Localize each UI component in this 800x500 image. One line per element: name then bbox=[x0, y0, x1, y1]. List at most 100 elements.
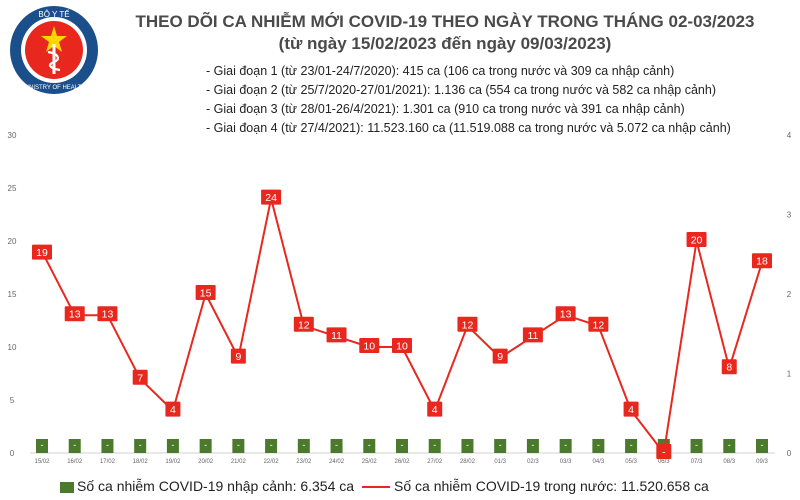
legend-line-label: Số ca nhiễm COVID-19 trong nước: 11.520.… bbox=[394, 478, 709, 494]
bar-data-label: - bbox=[531, 440, 534, 450]
data-label-box bbox=[261, 189, 282, 205]
data-label: 10 bbox=[396, 341, 408, 353]
x-tick-label: 08/3 bbox=[723, 459, 735, 465]
x-tick-label: 25/02 bbox=[362, 459, 378, 465]
data-label: 4 bbox=[432, 404, 438, 416]
y-right-tick-label: 3 bbox=[787, 211, 792, 220]
bar-imported bbox=[232, 439, 245, 453]
data-label-box bbox=[97, 306, 118, 322]
x-tick-label: 02/3 bbox=[527, 459, 539, 465]
bar-imported bbox=[494, 439, 507, 453]
bar-data-label: - bbox=[171, 440, 174, 450]
x-tick-label: 06/3 bbox=[658, 459, 670, 465]
x-tick-label: 05/3 bbox=[625, 459, 637, 465]
bar-imported bbox=[592, 439, 605, 453]
bar-data-label: - bbox=[106, 440, 109, 450]
y-right-tick-label: 1 bbox=[787, 370, 792, 379]
data-label: 13 bbox=[560, 309, 572, 321]
y-right-tick-label: 4 bbox=[787, 131, 792, 140]
y-left-tick-label: 10 bbox=[8, 343, 17, 352]
data-label-box bbox=[492, 348, 508, 364]
x-tick-label: 04/3 bbox=[593, 459, 605, 465]
data-label: 10 bbox=[363, 341, 375, 353]
data-label-box bbox=[195, 285, 216, 300]
data-label: 13 bbox=[69, 309, 81, 321]
data-label-box bbox=[522, 327, 543, 343]
x-tick-label: 20/02 bbox=[198, 459, 214, 465]
data-label-box bbox=[32, 244, 52, 260]
stage-summary: - Giai đoạn 1 (từ 23/01-24/7/2020): 415 … bbox=[206, 62, 731, 138]
logo-text-top: BỘ Y TẾ bbox=[38, 9, 69, 19]
stage-2: - Giai đoạn 2 (từ 25/7/2020-27/01/2021):… bbox=[206, 83, 716, 97]
bar-data-label: - bbox=[630, 440, 633, 450]
bar-imported bbox=[526, 439, 539, 453]
y-right-tick-label: 2 bbox=[787, 290, 792, 299]
legend-bar-label: Số ca nhiễm COVID-19 nhập cảnh: 6.354 ca bbox=[77, 478, 355, 494]
bar-imported bbox=[68, 439, 81, 453]
x-tick-label: 09/3 bbox=[756, 459, 768, 465]
bar-imported bbox=[101, 439, 114, 453]
y-right-tick-label: 0 bbox=[787, 449, 792, 458]
x-tick-label: 24/02 bbox=[329, 459, 345, 465]
bar-imported bbox=[199, 439, 212, 453]
bar-imported bbox=[265, 439, 278, 453]
stage-3: - Giai đoạn 3 (từ 28/01-26/4/2021): 1.30… bbox=[206, 102, 685, 116]
stage-1: - Giai đoạn 1 (từ 23/01-24/7/2020): 415 … bbox=[206, 64, 675, 78]
data-label-box bbox=[686, 232, 707, 247]
data-label-box bbox=[230, 348, 246, 364]
bar-imported bbox=[166, 439, 179, 453]
data-label-box bbox=[359, 338, 380, 353]
x-tick-label: 28/02 bbox=[460, 459, 476, 465]
bar-data-label: - bbox=[204, 440, 207, 450]
bar-imported bbox=[625, 439, 638, 453]
bar-imported bbox=[134, 439, 147, 453]
data-label-box bbox=[623, 401, 639, 417]
bar-imported bbox=[396, 439, 408, 453]
legend-line-swatch bbox=[362, 486, 390, 489]
data-label: 15 bbox=[200, 288, 212, 300]
data-label-box bbox=[588, 316, 609, 332]
x-tick-label: 21/02 bbox=[231, 459, 247, 465]
y-left-tick-label: 30 bbox=[8, 131, 17, 140]
x-tick-label: 22/02 bbox=[264, 459, 280, 465]
x-tick-label: 27/02 bbox=[427, 459, 443, 465]
bar-data-label: - bbox=[139, 440, 142, 450]
data-label: 12 bbox=[462, 319, 474, 331]
data-label-box bbox=[165, 401, 181, 417]
bar-imported bbox=[690, 439, 703, 453]
bar-data-label: - bbox=[401, 440, 404, 450]
data-label-box bbox=[293, 316, 314, 332]
data-label: - bbox=[662, 447, 666, 459]
legend-line: Số ca nhiễm COVID-19 trong nước: 11.520.… bbox=[362, 478, 709, 494]
data-label: 4 bbox=[628, 404, 634, 416]
bar-data-label: - bbox=[368, 440, 371, 450]
bar-imported bbox=[428, 439, 441, 453]
bar-data-label: - bbox=[270, 440, 273, 450]
bar-imported bbox=[559, 439, 572, 453]
y-left-tick-label: 15 bbox=[8, 290, 17, 299]
bar-data-label: - bbox=[761, 440, 764, 450]
x-tick-label: 23/02 bbox=[296, 459, 312, 465]
data-label-box bbox=[457, 316, 478, 332]
bar-imported bbox=[363, 439, 376, 453]
x-tick-label: 01/3 bbox=[494, 459, 506, 465]
bar-imported bbox=[461, 439, 474, 453]
bar-data-label: - bbox=[73, 440, 76, 450]
data-label-box bbox=[326, 327, 347, 343]
bar-data-label: - bbox=[41, 440, 44, 450]
data-label: 8 bbox=[726, 362, 732, 374]
bar-data-label: - bbox=[597, 440, 600, 450]
ministry-of-health-logo: BỘ Y TẾ MINISTRY OF HEALTH bbox=[10, 6, 98, 94]
data-label: 11 bbox=[527, 330, 538, 342]
data-label: 19 bbox=[36, 247, 48, 259]
bar-imported bbox=[330, 439, 343, 453]
x-tick-label: 18/02 bbox=[133, 459, 149, 465]
x-tick-label: 26/02 bbox=[394, 459, 410, 465]
x-tick-label: 15/02 bbox=[34, 459, 50, 465]
bar-data-label: - bbox=[433, 440, 436, 450]
bar-imported bbox=[36, 439, 48, 453]
bar-imported bbox=[756, 439, 768, 453]
data-label-box bbox=[555, 306, 576, 322]
data-label: 4 bbox=[170, 404, 176, 416]
legend-bar-swatch bbox=[60, 481, 74, 493]
